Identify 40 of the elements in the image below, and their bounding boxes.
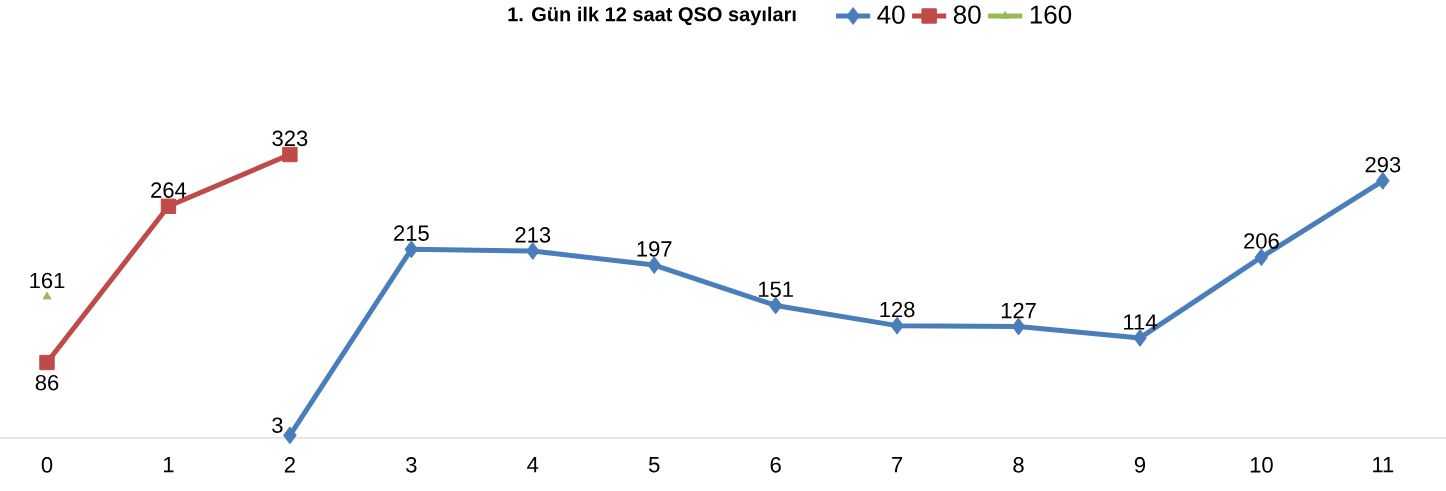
data-label: 197 (637, 241, 672, 257)
data-label: 293 (1365, 156, 1401, 173)
data-label: 206 (1244, 233, 1279, 249)
data-label: 215 (394, 225, 429, 241)
data-label: 127 (1001, 302, 1036, 319)
x-tick-label: 11 (1373, 457, 1394, 473)
point (525, 242, 540, 260)
data-label: 151 (758, 281, 793, 298)
x-tick-label: 1 (164, 457, 174, 473)
x-tick-label: 8 (1013, 457, 1024, 473)
x-tick-label: 9 (1134, 457, 1146, 473)
point (39, 354, 55, 371)
point (1133, 329, 1147, 347)
legend-label: 40 (877, 5, 905, 24)
x-tick-label: 10 (1250, 457, 1273, 473)
point (160, 198, 177, 214)
x-tick-label: 0 (41, 457, 53, 473)
data-label: 264 (151, 182, 187, 198)
point (647, 256, 662, 274)
x-tick-label: 4 (527, 457, 539, 473)
point (768, 296, 783, 315)
data-label: 3 (272, 417, 283, 433)
x-tick-label: 2 (284, 457, 295, 473)
data-label: 213 (515, 227, 551, 243)
legend-label: 80 (953, 5, 981, 24)
x-tick-label: 6 (770, 457, 781, 473)
point (283, 426, 297, 445)
data-label: 161 (30, 272, 65, 289)
chart-title: 1. Gün ilk 12 saat QSO sayıları (508, 6, 796, 26)
data-label: 128 (880, 301, 915, 318)
data-label: 323 (272, 130, 308, 147)
legend-label: 160 (1030, 5, 1072, 24)
x-tick-label: 3 (406, 457, 417, 473)
x-tick-label: 5 (648, 457, 660, 473)
point (42, 291, 52, 300)
data-label: 114 (1124, 314, 1157, 330)
x-tick-label: 7 (892, 457, 903, 473)
point (282, 146, 298, 163)
point (1254, 248, 1269, 267)
data-label: 86 (35, 374, 59, 391)
